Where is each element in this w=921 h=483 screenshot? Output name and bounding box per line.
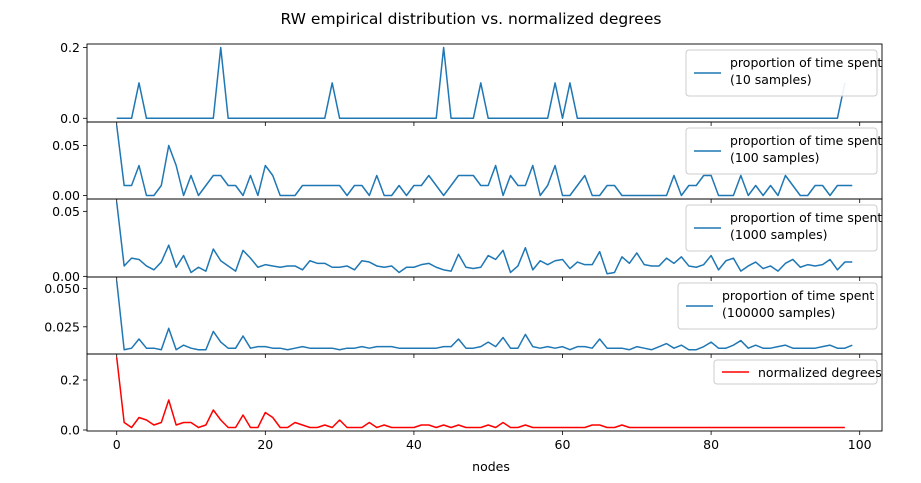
series-line-5 (115, 357, 845, 429)
subplot-stack: 0.0 0.2 proportion of time spent (10 sampl… (44, 40, 883, 452)
y-tick-label: 0.2 (60, 373, 80, 388)
legend: proportion of time spent (1000 samples) (685, 204, 882, 252)
legend-box (677, 282, 878, 330)
series-line-2 (115, 125, 853, 197)
legend-box (685, 49, 878, 97)
y-tick-label: 0.00 (52, 269, 80, 284)
legend-label: proportion of time spent (722, 288, 874, 303)
subplot-2: 0.00 0.05 proportion of time spent (100 sa… (52, 121, 883, 203)
y-tick-label: 0.025 (44, 319, 80, 334)
series-line-3 (115, 202, 853, 275)
y-tick-label: 0.05 (52, 138, 80, 153)
subplot-5: 0.0 0.2 0 20 40 60 80 100 normalized degrees (60, 353, 883, 452)
legend: normalized degrees (713, 359, 882, 385)
x-axis-label: nodes (472, 459, 510, 474)
legend: proportion of time spent (10 samples) (685, 49, 882, 97)
x-tick-label: 80 (703, 437, 719, 452)
legend-box (685, 127, 878, 175)
legend-label: (100000 samples) (722, 305, 835, 320)
x-tick-label: 40 (406, 437, 422, 452)
legend-label: normalized degrees (758, 365, 882, 380)
y-tick-label: 0.00 (52, 188, 80, 203)
x-tick-label: 60 (555, 437, 571, 452)
subplot-3: 0.00 0.05 proportion of time spent (1000 s… (52, 198, 883, 284)
y-tick-label: 0.050 (44, 281, 80, 296)
legend-label: proportion of time spent (730, 210, 882, 225)
y-tick-label: 0.0 (60, 423, 80, 438)
legend-label: proportion of time spent (730, 133, 882, 148)
legend: proportion of time spent (100000 samples… (677, 282, 878, 330)
x-tick-label: 0 (113, 437, 121, 452)
y-tick-label: 0.05 (52, 204, 80, 219)
series-line-1 (116, 46, 846, 120)
subplot-4: 0.025 0.050 proportion of time spent (1000… (44, 276, 883, 358)
figure-title: RW empirical distribution vs. normalized… (281, 10, 662, 28)
legend-box (713, 359, 878, 385)
legend-label: (1000 samples) (730, 227, 828, 242)
legend-box (685, 204, 878, 252)
legend-label: (10 samples) (730, 72, 812, 87)
legend-label: proportion of time spent (730, 55, 882, 70)
legend-label: (100 samples) (730, 150, 820, 165)
legend: proportion of time spent (100 samples) (685, 127, 882, 175)
axes-frame (86, 353, 883, 432)
x-tick-label: 20 (257, 437, 273, 452)
y-tick-label: 0.0 (60, 111, 80, 126)
y-tick-label: 0.2 (60, 40, 80, 55)
x-tick-label: 100 (848, 437, 872, 452)
series-line-4 (115, 280, 853, 351)
